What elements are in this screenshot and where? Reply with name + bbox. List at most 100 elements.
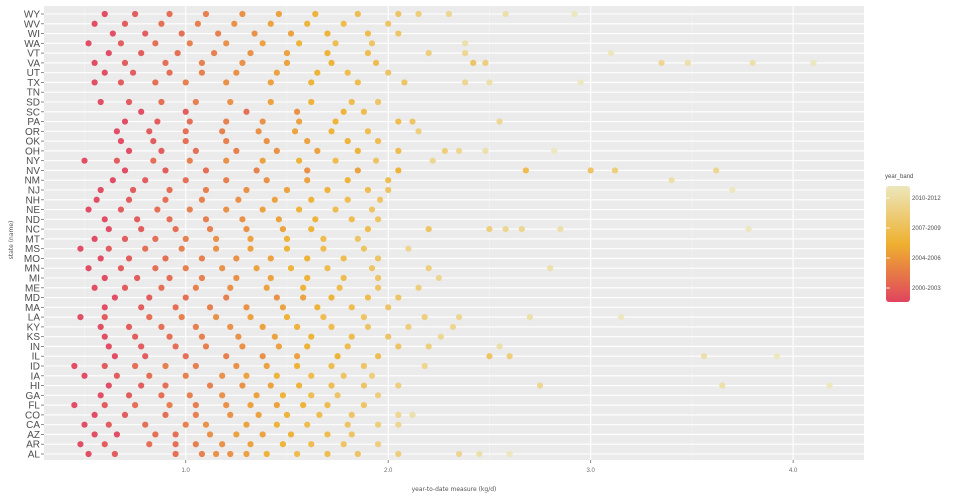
data-point xyxy=(186,392,193,399)
y-tick-label: NJ xyxy=(28,186,40,197)
data-point xyxy=(138,343,145,350)
data-point xyxy=(166,333,173,340)
data-point xyxy=(138,382,145,389)
data-point xyxy=(360,402,368,409)
data-point xyxy=(77,441,84,448)
data-point xyxy=(374,392,382,399)
data-point xyxy=(219,372,226,379)
data-point xyxy=(344,421,351,428)
data-point xyxy=(449,323,457,330)
data-point xyxy=(296,382,303,389)
data-point xyxy=(101,10,108,18)
y-tick-label: IA xyxy=(31,371,41,382)
data-point xyxy=(192,362,199,370)
data-point xyxy=(364,226,372,233)
data-point xyxy=(283,314,291,321)
data-point xyxy=(435,274,442,282)
data-point xyxy=(308,392,315,399)
data-point xyxy=(259,40,266,47)
data-point xyxy=(425,343,432,350)
data-point xyxy=(729,186,736,194)
data-point xyxy=(340,108,347,115)
data-point xyxy=(117,206,125,213)
data-point xyxy=(374,353,382,360)
data-point xyxy=(162,167,169,174)
data-point xyxy=(462,40,469,47)
data-point xyxy=(364,186,372,194)
data-point xyxy=(300,294,307,301)
data-point xyxy=(150,157,157,164)
data-point xyxy=(91,79,98,86)
data-point xyxy=(121,167,129,174)
data-point xyxy=(97,323,104,330)
data-point xyxy=(360,108,368,115)
data-point xyxy=(283,245,291,252)
data-point xyxy=(304,255,311,262)
data-point xyxy=(395,147,402,154)
data-point xyxy=(340,20,347,27)
data-point xyxy=(287,30,295,37)
data-point xyxy=(506,450,513,458)
data-point xyxy=(360,382,368,389)
data-point xyxy=(227,411,234,418)
data-point xyxy=(166,10,173,18)
data-point xyxy=(198,333,206,340)
data-point xyxy=(101,333,108,340)
data-point xyxy=(348,304,355,311)
data-point xyxy=(320,235,327,242)
data-point xyxy=(259,353,266,360)
data-point xyxy=(132,362,139,370)
data-point xyxy=(354,79,361,86)
y-tick-label: SC xyxy=(26,107,40,118)
data-point xyxy=(235,196,242,203)
data-point xyxy=(415,10,422,18)
data-point xyxy=(395,294,402,301)
data-point xyxy=(202,343,210,350)
data-point xyxy=(158,98,165,106)
data-point xyxy=(206,304,214,311)
data-point xyxy=(372,157,380,164)
data-point xyxy=(172,450,179,458)
data-point xyxy=(247,441,254,448)
data-point xyxy=(344,69,351,76)
data-point xyxy=(215,30,222,37)
data-point xyxy=(267,274,274,282)
data-point xyxy=(219,128,226,135)
data-point xyxy=(138,226,145,233)
data-point xyxy=(395,421,402,428)
data-point xyxy=(158,392,165,399)
data-point xyxy=(476,450,483,458)
data-point xyxy=(253,167,260,174)
data-point xyxy=(308,79,315,86)
data-point xyxy=(166,402,173,409)
data-point xyxy=(121,59,129,66)
data-point xyxy=(395,343,402,350)
data-point xyxy=(502,10,509,18)
data-point xyxy=(125,255,133,262)
data-point xyxy=(121,118,129,125)
data-point xyxy=(243,186,250,194)
data-point xyxy=(101,216,108,223)
data-point xyxy=(324,50,331,57)
data-point xyxy=(146,372,153,379)
data-point xyxy=(312,216,319,223)
data-point xyxy=(336,284,343,291)
data-point xyxy=(409,118,416,125)
data-point xyxy=(279,441,287,448)
data-point xyxy=(324,30,331,37)
data-point xyxy=(85,450,92,458)
data-point xyxy=(360,245,368,252)
data-point xyxy=(283,50,291,57)
data-point xyxy=(324,265,331,272)
data-points xyxy=(71,10,833,458)
y-tick-label: AR xyxy=(26,440,40,451)
data-point xyxy=(328,59,335,66)
data-point xyxy=(186,206,193,213)
data-point xyxy=(233,255,240,262)
data-point xyxy=(348,216,355,223)
data-point xyxy=(279,392,287,399)
data-point xyxy=(206,382,214,389)
data-point xyxy=(273,421,280,428)
y-tick-label: MN xyxy=(24,264,40,275)
data-point xyxy=(105,226,112,233)
